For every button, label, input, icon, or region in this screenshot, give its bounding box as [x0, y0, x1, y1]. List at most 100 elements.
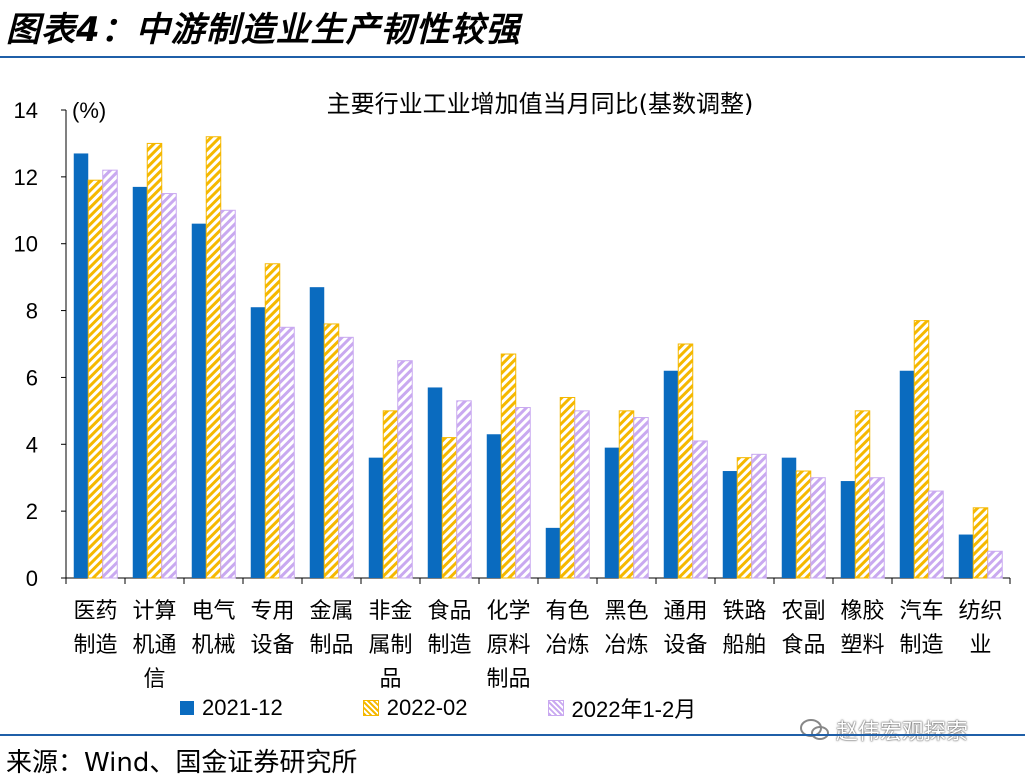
x-category-label: 冶炼 — [545, 633, 589, 658]
bottom-rule — [0, 734, 1025, 736]
bar-s3-0 — [102, 169, 118, 579]
x-category-label: 塑料 — [840, 633, 884, 658]
x-category-label: 纺织 — [958, 599, 1002, 624]
bar-s3-9 — [633, 417, 649, 579]
x-category-label: 船舶 — [722, 633, 766, 658]
bar-s1-0 — [73, 153, 89, 578]
x-category-label: 制品 — [486, 667, 530, 692]
y-tick-label: 12 — [14, 165, 38, 190]
legend-item-s1: 2021-12 — [180, 692, 283, 724]
y-tick-label: 4 — [26, 432, 38, 457]
x-category-label: 医药 — [73, 599, 117, 624]
bar-s3-10 — [692, 440, 708, 579]
bar-s1-2 — [191, 223, 207, 578]
figure-title: 图表4：中游制造业生产韧性较强 — [6, 10, 521, 50]
y-tick-label: 6 — [26, 365, 38, 390]
bar-s3-1 — [161, 193, 177, 579]
x-category-label: 机械 — [191, 633, 235, 658]
bar-s2-13 — [854, 410, 871, 579]
bar-s2-3 — [264, 263, 281, 579]
bar-s3-2 — [220, 209, 236, 579]
x-category-label: 黑色 — [604, 599, 648, 624]
bar-s3-13 — [869, 477, 885, 579]
bar-s1-12 — [781, 457, 797, 578]
legend-label-s2: 2022-02 — [386, 695, 468, 720]
x-category-label: 制造 — [427, 633, 471, 658]
x-category-label: 计算 — [132, 599, 176, 624]
bar-s1-7 — [486, 434, 502, 578]
bar-s1-8 — [545, 527, 561, 578]
bar-s2-8 — [559, 396, 576, 579]
x-category-label: 机通 — [132, 633, 176, 658]
chart-title: 主要行业工业增加值当月同比(基数调整) — [327, 90, 754, 118]
y-tick-label: 8 — [26, 299, 38, 324]
legend-label-s3: 2022年1-2月 — [571, 697, 697, 722]
bar-s1-13 — [840, 481, 856, 578]
bar-s2-4 — [323, 323, 340, 579]
bar-s2-1 — [146, 142, 163, 579]
bar-s3-4 — [338, 336, 354, 579]
bar-s3-3 — [279, 326, 295, 579]
x-category-label: 铁路 — [722, 599, 766, 624]
x-category-label: 业 — [969, 633, 991, 658]
bar-s2-2 — [205, 136, 222, 579]
legend-item-s2: 2022-02 — [362, 692, 468, 724]
x-category-label: 电气 — [191, 599, 235, 624]
y-tick-label: 14 — [14, 98, 38, 123]
source-note: 来源：Wind、国金证券研究所 — [6, 748, 358, 778]
bar-s3-6 — [456, 400, 472, 579]
bar-s1-14 — [899, 370, 915, 578]
x-category-label: 化学 — [486, 599, 530, 624]
bar-s2-7 — [500, 353, 517, 579]
bar-s2-0 — [87, 179, 104, 579]
watermark: 赵伟宏观探索 — [800, 714, 968, 746]
bar-s3-7 — [515, 407, 531, 579]
bar-s2-11 — [736, 457, 753, 579]
x-category-label: 制造 — [73, 633, 117, 658]
legend: 2021-12 2022-02 2022年1-2月 — [180, 692, 696, 724]
legend-swatch-s2 — [362, 700, 379, 716]
bar-s2-9 — [618, 410, 635, 579]
x-category-label: 食品 — [781, 633, 825, 658]
bar-s2-6 — [441, 437, 458, 579]
x-category-label: 冶炼 — [604, 633, 648, 658]
x-category-label: 制造 — [899, 633, 943, 658]
bar-s3-8 — [574, 410, 590, 579]
bar-s1-10 — [663, 370, 679, 578]
legend-swatch-s3 — [547, 700, 564, 716]
legend-label-s1: 2021-12 — [202, 695, 283, 720]
bar-s2-15 — [972, 507, 989, 579]
x-category-label: 制品 — [309, 633, 353, 658]
legend-item-s3: 2022年1-2月 — [547, 692, 697, 724]
bar-s1-9 — [604, 447, 620, 578]
wechat-icon — [800, 719, 829, 740]
x-category-label: 原料 — [486, 633, 530, 658]
bar-s3-11 — [751, 453, 767, 579]
bar-s3-14 — [928, 490, 944, 579]
bar-s3-5 — [397, 360, 413, 579]
x-category-label: 通用 — [663, 599, 707, 624]
watermark-text: 赵伟宏观探索 — [836, 720, 969, 745]
bar-s1-1 — [132, 186, 148, 578]
bar-s2-5 — [382, 410, 399, 579]
bar-chart: 主要行业工业增加值当月同比(基数调整) (%) 0 2 4 6 8 10 12 14 医药制造… — [14, 90, 1011, 692]
x-category-label: 信 — [143, 667, 165, 692]
x-axis-labels: 医药制造计算机通信电气机械专用设备金属制品非金属制品食品制造化学原料制品有色冶炼… — [73, 599, 1002, 692]
bar-s1-11 — [722, 471, 738, 578]
bar-s1-6 — [427, 387, 443, 578]
x-category-label: 设备 — [250, 633, 294, 658]
x-category-label: 有色 — [545, 599, 589, 624]
x-category-label: 非金 — [368, 599, 412, 624]
x-category-label: 农副 — [781, 599, 825, 624]
bar-s2-14 — [913, 320, 930, 579]
bar-s1-3 — [250, 307, 266, 578]
x-category-label: 设备 — [663, 633, 707, 658]
y-tick-label: 2 — [26, 499, 38, 524]
bar-s1-15 — [958, 534, 974, 578]
x-category-label: 品 — [379, 667, 401, 692]
bars — [73, 136, 1003, 579]
bar-s3-15 — [987, 550, 1003, 579]
y-tick-label: 0 — [26, 566, 38, 591]
x-category-label: 专用 — [250, 599, 294, 624]
bar-s3-12 — [810, 477, 826, 579]
